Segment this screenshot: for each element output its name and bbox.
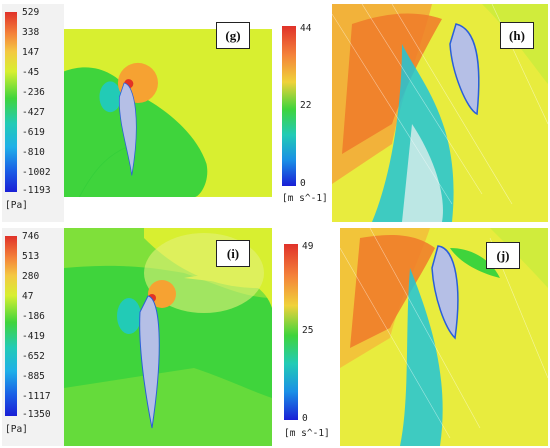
scale-label: -652 bbox=[22, 351, 45, 362]
scale-label: -236 bbox=[22, 87, 45, 98]
pressure-color-bar bbox=[5, 236, 17, 416]
scale-label: 338 bbox=[22, 27, 40, 38]
panel-tag-i: (i) bbox=[216, 240, 250, 267]
scale-label: -619 bbox=[22, 127, 45, 138]
scale-label: 513 bbox=[22, 251, 40, 262]
scale-label: -1117 bbox=[22, 391, 51, 402]
scale-label: -885 bbox=[22, 371, 45, 382]
unit-label: [m s^-1] bbox=[284, 428, 330, 439]
scale-label: -1350 bbox=[22, 409, 51, 420]
scale-label: -1002 bbox=[22, 167, 51, 178]
scale-label: 280 bbox=[22, 271, 40, 282]
pressure-color-bar bbox=[5, 12, 17, 192]
scale-label: 47 bbox=[22, 291, 34, 302]
scale-label: -186 bbox=[22, 311, 45, 322]
pressure-legend: 529 338 147 -45 -236 -427 -619 -810 -100… bbox=[2, 4, 64, 222]
scale-label: 746 bbox=[22, 231, 40, 242]
panel-tag-g: (g) bbox=[216, 22, 250, 49]
scale-label: 147 bbox=[22, 47, 40, 58]
panel-g-pressure-contour: 529 338 147 -45 -236 -427 -619 -810 -100… bbox=[2, 4, 272, 222]
panel-h-velocity-vectors: 44 22 0 [m s^-1] (h) bbox=[278, 4, 548, 222]
scale-label: 25 bbox=[302, 325, 314, 336]
scale-label: 529 bbox=[22, 7, 40, 18]
scale-label: -419 bbox=[22, 331, 45, 342]
unit-label: [Pa] bbox=[5, 200, 28, 211]
scale-label: -810 bbox=[22, 147, 45, 158]
velocity-color-bar bbox=[284, 244, 298, 420]
scale-label: 44 bbox=[300, 23, 312, 34]
panel-i-pressure-contour: 746 513 280 47 -186 -419 -652 -885 -1117… bbox=[2, 228, 272, 446]
scale-label: 22 bbox=[300, 100, 312, 111]
scale-label: 0 bbox=[302, 413, 308, 424]
scale-label: 49 bbox=[302, 241, 314, 252]
scale-label: -45 bbox=[22, 67, 40, 78]
panel-j-velocity-vectors: 49 25 0 [m s^-1] (j) bbox=[278, 228, 548, 446]
velocity-field-h bbox=[332, 4, 548, 222]
panel-tag-j: (j) bbox=[486, 242, 520, 269]
scale-label: -427 bbox=[22, 107, 45, 118]
panel-tag-h: (h) bbox=[500, 22, 534, 49]
unit-label: [Pa] bbox=[5, 424, 28, 435]
pressure-legend: 746 513 280 47 -186 -419 -652 -885 -1117… bbox=[2, 228, 64, 446]
unit-label: [m s^-1] bbox=[282, 193, 328, 204]
scale-label: 0 bbox=[300, 178, 306, 189]
scale-label: -1193 bbox=[22, 185, 51, 196]
velocity-color-bar bbox=[282, 26, 296, 186]
pressure-field-g bbox=[64, 29, 272, 198]
